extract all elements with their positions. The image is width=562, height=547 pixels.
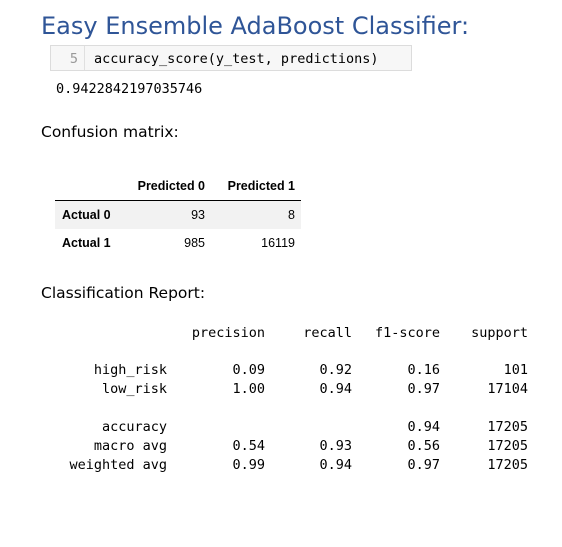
classification-report-label: Classification Report: — [41, 284, 206, 302]
page-title: Easy Ensemble AdaBoost Classifier: — [41, 12, 470, 40]
cell-value: 16119 — [261, 236, 295, 250]
report-value: 0.94 — [319, 381, 352, 397]
header-f1-score: f1-score — [374, 325, 440, 341]
report-value: 0.09 — [232, 362, 265, 378]
report-row-label: accuracy — [101, 419, 167, 435]
table-row: Actual 0 93 8 — [55, 200, 301, 229]
confusion-matrix-header-row: Predicted 0 Predicted 1 — [55, 172, 301, 201]
report-value: 17104 — [487, 381, 528, 397]
report-value: 0.97 — [407, 457, 440, 473]
report-value: 0.16 — [407, 362, 440, 378]
confusion-matrix-label: Confusion matrix: — [41, 123, 179, 141]
report-value: 17205 — [487, 438, 528, 454]
report-value: 0.94 — [407, 419, 440, 435]
report-value: 101 — [503, 362, 528, 378]
cell-value: 93 — [191, 208, 205, 222]
report-value: 0.54 — [232, 438, 265, 454]
report-value: 0.99 — [232, 457, 265, 473]
report-row-label: weighted avg — [69, 457, 167, 473]
header-precision: precision — [191, 325, 265, 341]
report-value: 0.56 — [407, 438, 440, 454]
report-value: 0.97 — [407, 381, 440, 397]
report-value: 0.94 — [319, 457, 352, 473]
column-header-predicted-0: Predicted 0 — [137, 179, 205, 193]
report-value: 17205 — [487, 457, 528, 473]
report-value: 0.92 — [319, 362, 352, 378]
cell-value: 985 — [184, 236, 205, 250]
header-support: support — [471, 325, 528, 341]
cell-value: 8 — [288, 208, 295, 222]
confusion-matrix-table: Predicted 0 Predicted 1 Actual 0 93 8 Ac… — [55, 172, 301, 257]
accuracy-output: 0.9422842197035746 — [56, 81, 203, 97]
report-value: 1.00 — [232, 381, 265, 397]
report-value: 17205 — [487, 419, 528, 435]
line-number: 5 — [51, 46, 85, 70]
table-row: Actual 1 985 16119 — [55, 229, 301, 257]
report-row-label: low_risk — [101, 381, 167, 397]
header-recall: recall — [303, 325, 352, 341]
report-value: 0.93 — [319, 438, 352, 454]
row-header-actual-1: Actual 1 — [62, 236, 111, 250]
code-cell[interactable]: 5 accuracy_score(y_test, predictions) — [50, 45, 412, 71]
report-row-label: macro avg — [93, 438, 167, 454]
column-header-predicted-1: Predicted 1 — [227, 179, 295, 193]
row-header-actual-0: Actual 0 — [62, 208, 111, 222]
code-text[interactable]: accuracy_score(y_test, predictions) — [94, 51, 379, 67]
report-row-label: high_risk — [93, 362, 167, 378]
